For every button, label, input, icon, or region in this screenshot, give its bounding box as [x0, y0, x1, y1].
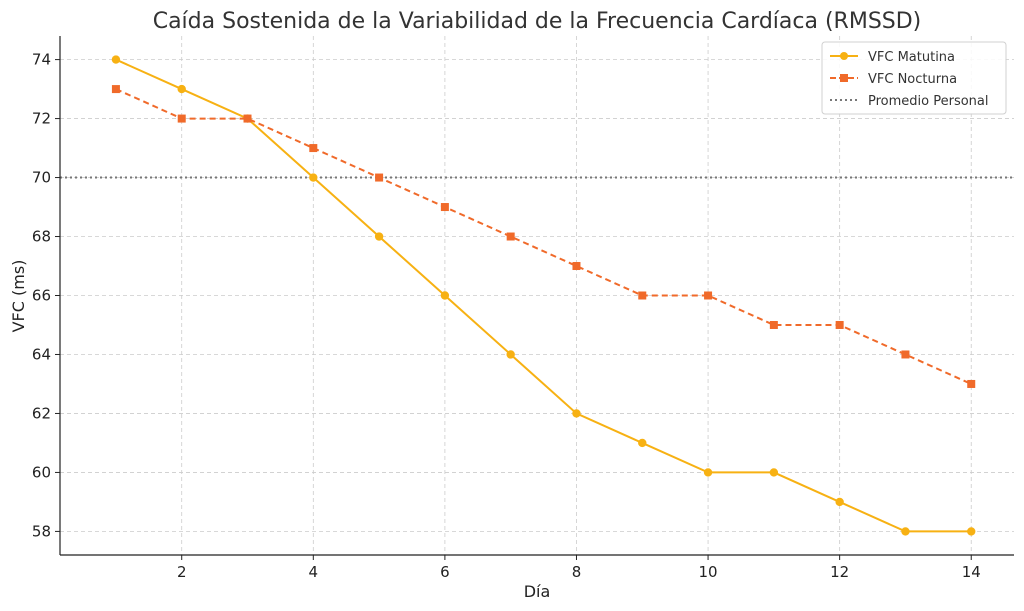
- y-tick-label: 72: [32, 110, 51, 128]
- data-point: [835, 497, 844, 507]
- data-point: [901, 350, 910, 359]
- data-point: [375, 173, 384, 182]
- data-point: [506, 350, 515, 359]
- y-tick-label: 74: [32, 51, 51, 69]
- y-tick-label: 68: [32, 228, 51, 246]
- data-point: [704, 291, 713, 300]
- legend-label: Promedio Personal: [868, 94, 989, 109]
- data-point: [572, 262, 581, 271]
- legend-label: VFC Matutina: [868, 50, 955, 65]
- data-point: [638, 438, 647, 448]
- data-point: [177, 84, 186, 94]
- legend: VFC Matutina VFC Nocturna Promedio Persona…: [821, 41, 1007, 115]
- legend-marker: [840, 74, 848, 82]
- series-line: [115, 88, 972, 385]
- axes: [55, 36, 1014, 560]
- data-point: [506, 232, 515, 241]
- x-tick-label: 6: [440, 563, 450, 581]
- legend-marker: [840, 52, 848, 60]
- legend-item: VFC Nocturna: [830, 72, 957, 87]
- data-point: [703, 468, 713, 477]
- data-point: [769, 468, 779, 477]
- data-point: [177, 114, 186, 123]
- data-point: [769, 320, 778, 329]
- data-point: [440, 203, 449, 212]
- y-tick-label: 64: [32, 345, 51, 363]
- data-point: [967, 527, 976, 536]
- series-2: [111, 85, 976, 388]
- y-tick-label: 66: [32, 287, 51, 305]
- x-tick-label: 12: [830, 563, 849, 581]
- data-point: [901, 527, 910, 536]
- data-point: [309, 173, 318, 182]
- data-point: [835, 320, 844, 329]
- x-tick-label: 2: [177, 563, 187, 581]
- data-point: [111, 85, 120, 94]
- y-tick-label: 62: [32, 404, 51, 422]
- data-point: [111, 55, 121, 64]
- y-axis-label: VFC (ms): [9, 260, 28, 333]
- y-tick-label: 70: [32, 169, 51, 187]
- y-tick-label: 60: [32, 463, 51, 481]
- data-point: [440, 291, 450, 300]
- grid: [60, 36, 1014, 555]
- x-tick-label: 10: [699, 563, 718, 581]
- data-point: [374, 232, 384, 241]
- data-point: [309, 144, 318, 153]
- legend-item: VFC Matutina: [830, 50, 955, 65]
- legend-box: [821, 41, 1007, 115]
- data-point: [638, 291, 647, 300]
- series: [111, 55, 976, 536]
- x-axis-label: Día: [524, 582, 551, 601]
- y-tick-label: 58: [32, 522, 51, 540]
- data-point: [572, 409, 581, 418]
- data-point: [243, 114, 252, 123]
- chart-title: Caída Sostenida de la Variabilidad de la…: [153, 9, 922, 34]
- legend-item: Promedio Personal: [830, 94, 989, 109]
- series-line: [115, 58, 972, 533]
- data-point: [967, 379, 976, 388]
- x-tick-label: 14: [962, 563, 981, 581]
- x-tick-label: 8: [572, 563, 582, 581]
- x-tick-label: 4: [309, 563, 319, 581]
- legend-label: VFC Nocturna: [868, 72, 957, 87]
